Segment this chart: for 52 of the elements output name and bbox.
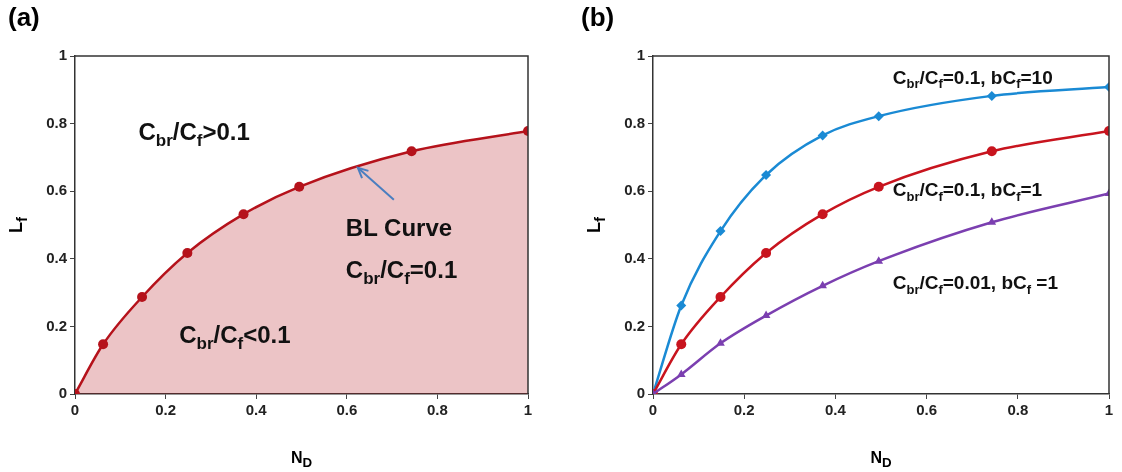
point	[817, 130, 828, 141]
point	[716, 338, 725, 346]
point	[986, 90, 997, 101]
point	[182, 248, 193, 259]
x-tick-label: 0.8	[1007, 401, 1029, 419]
point	[987, 217, 997, 225]
point	[715, 226, 726, 237]
chart-title: (a)	[8, 2, 40, 33]
point	[137, 291, 148, 302]
x-tick-label: 1	[523, 401, 533, 419]
y-tick-label: 1	[58, 46, 67, 64]
point	[986, 146, 997, 157]
point	[873, 111, 884, 122]
x-tick-label: 0.2	[733, 401, 755, 419]
y-tick-label: 0.8	[46, 113, 67, 131]
x-tick-label: 1	[1104, 401, 1114, 419]
x-tick-label: 0	[70, 401, 80, 419]
y-tick-label: 0	[58, 384, 67, 402]
y-tick-label: 0.6	[624, 181, 645, 199]
point	[761, 310, 771, 319]
point	[817, 209, 828, 220]
point	[676, 369, 686, 377]
x-tick-label: 0.2	[155, 401, 177, 419]
point	[715, 291, 726, 302]
point	[406, 146, 417, 157]
point	[874, 256, 884, 264]
y-tick-label: 0	[636, 384, 645, 402]
point	[294, 181, 305, 192]
point	[238, 209, 249, 220]
point	[676, 300, 687, 311]
chart-title: (b)	[581, 2, 615, 33]
y-tick-label: 0.8	[624, 113, 645, 131]
y-tick-label: 0.2	[624, 316, 645, 334]
x-tick-label: 0.4	[824, 401, 847, 419]
x-tick-label: 0.4	[245, 401, 268, 419]
point	[818, 280, 827, 289]
x-tick-label: 0.6	[336, 401, 358, 419]
y-tick-label: 0.4	[46, 248, 68, 266]
y-tick-label: 0.2	[46, 316, 67, 334]
point	[98, 339, 109, 350]
point	[873, 181, 884, 192]
x-axis-title: N$_{D}$	[290, 448, 313, 470]
x-axis-title: N$_{D}$	[870, 448, 892, 470]
y-tick-label: 0.4	[624, 248, 646, 266]
point	[761, 169, 772, 180]
x-tick-label: 0	[648, 401, 658, 419]
y-tick-label: 0.6	[46, 181, 67, 199]
x-tick-label: 0.8	[426, 401, 448, 419]
y-tick-label: 1	[636, 46, 645, 64]
point	[676, 339, 687, 350]
x-tick-label: 0.6	[916, 401, 938, 419]
point	[761, 248, 772, 259]
